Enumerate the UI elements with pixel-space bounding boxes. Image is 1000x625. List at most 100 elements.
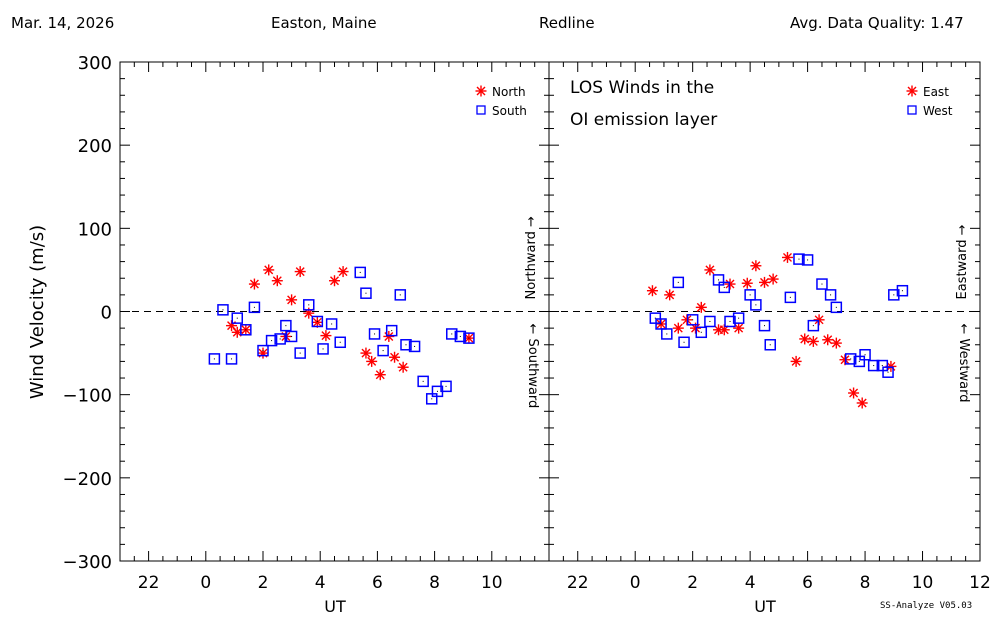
data-point-south bbox=[463, 332, 475, 344]
data-point-west bbox=[793, 253, 805, 265]
data-point-south bbox=[280, 319, 292, 332]
legend-square-icon bbox=[476, 105, 486, 115]
data-point-north bbox=[248, 278, 260, 290]
y-tick-label: 300 bbox=[78, 53, 112, 74]
data-point-south bbox=[400, 339, 412, 351]
data-point-south bbox=[240, 324, 252, 336]
legend-item-east: East bbox=[906, 85, 949, 99]
data-point-north bbox=[303, 307, 315, 319]
data-point-south bbox=[317, 343, 329, 355]
data-point-north bbox=[311, 316, 323, 328]
data-point-north bbox=[294, 266, 306, 278]
software-credit: SS-Analyze V05.03 bbox=[880, 601, 973, 611]
data-point-west bbox=[686, 314, 699, 326]
right-panel-east-west: 22 0 2 4 6 8 10 12 Eastward → ← Westward East West bbox=[548, 61, 991, 593]
data-point-west bbox=[859, 348, 871, 361]
data-point-north bbox=[337, 266, 349, 278]
data-point-east bbox=[856, 397, 868, 409]
x-tick-label: 6 bbox=[802, 573, 813, 593]
x-tick-label: 2 bbox=[258, 573, 269, 593]
legend-item-west: West bbox=[907, 104, 953, 118]
legend-label: West bbox=[923, 104, 953, 118]
site-label: Easton, Maine bbox=[271, 14, 377, 32]
legend-label: North bbox=[492, 85, 526, 99]
data-point-east bbox=[695, 301, 707, 313]
data-point-west bbox=[750, 299, 762, 311]
data-point-south bbox=[360, 287, 372, 299]
data-point-west bbox=[661, 328, 673, 340]
direction-label-negative: ← Southward bbox=[525, 324, 540, 409]
x-tick-label: 8 bbox=[429, 573, 440, 593]
direction-label-positive: Eastward → bbox=[955, 224, 970, 299]
data-point-west bbox=[816, 278, 828, 290]
x-tick-label: 4 bbox=[315, 573, 326, 593]
data-point-west bbox=[888, 289, 900, 301]
emission-line-label: Redline bbox=[539, 14, 595, 32]
data-point-south bbox=[417, 375, 429, 388]
data-point-east bbox=[790, 355, 802, 367]
data-point-east bbox=[741, 277, 753, 289]
data-point-north bbox=[383, 330, 395, 342]
data-point-south bbox=[225, 353, 238, 365]
data-point-south bbox=[311, 315, 324, 328]
data-point-west bbox=[824, 289, 837, 301]
data-point-south bbox=[303, 299, 315, 311]
data-point-east bbox=[781, 251, 793, 263]
data-point-north bbox=[389, 351, 401, 363]
data-point-south bbox=[377, 344, 389, 357]
series-east bbox=[646, 251, 897, 409]
data-point-east bbox=[807, 335, 819, 347]
data-point-west bbox=[896, 284, 909, 297]
data-point-west bbox=[758, 319, 771, 332]
data-point-south bbox=[394, 289, 407, 301]
data-point-east bbox=[646, 285, 658, 297]
data-point-south bbox=[325, 318, 338, 330]
data-point-south bbox=[257, 344, 269, 357]
x-tick-label: 12 bbox=[969, 573, 991, 593]
x-tick-label: 0 bbox=[200, 573, 211, 593]
data-point-east bbox=[704, 264, 716, 276]
series-south bbox=[208, 266, 475, 405]
data-point-north bbox=[366, 355, 378, 367]
data-point-west bbox=[672, 276, 685, 289]
data-point-north bbox=[271, 275, 283, 287]
legend-item-north: North bbox=[475, 85, 526, 99]
data-point-north bbox=[286, 294, 298, 306]
data-point-south bbox=[265, 334, 278, 347]
data-point-west bbox=[724, 315, 736, 328]
legend-label: East bbox=[923, 85, 949, 99]
x-tick-label: 22 bbox=[567, 573, 589, 593]
series-north bbox=[226, 264, 475, 381]
data-point-east bbox=[813, 314, 825, 326]
legend-asterisk-icon bbox=[475, 85, 487, 97]
data-point-east bbox=[750, 260, 762, 272]
data-point-south bbox=[208, 353, 221, 365]
data-point-north bbox=[397, 361, 409, 373]
legend-label: South bbox=[492, 104, 527, 118]
x-tick-label: 2 bbox=[687, 573, 698, 593]
y-tick-label: 100 bbox=[78, 219, 112, 240]
data-point-west bbox=[704, 315, 716, 328]
data-point-south bbox=[274, 333, 286, 345]
data-point-west bbox=[867, 359, 880, 372]
data-point-west bbox=[744, 289, 756, 301]
data-point-west bbox=[807, 319, 820, 332]
y-tick-label: 200 bbox=[78, 136, 112, 157]
data-point-west bbox=[695, 326, 708, 339]
data-point-west bbox=[882, 366, 894, 378]
data-point-east bbox=[822, 334, 834, 346]
data-point-west bbox=[718, 281, 731, 294]
x-tick-label: 4 bbox=[745, 573, 756, 593]
data-point-north bbox=[329, 275, 340, 287]
data-point-north bbox=[257, 347, 269, 359]
y-tick-label: −300 bbox=[63, 552, 112, 573]
data-point-west bbox=[801, 254, 814, 266]
x-tick-label: 10 bbox=[912, 573, 934, 593]
x-tick-label: 0 bbox=[630, 573, 641, 593]
data-point-east bbox=[672, 322, 684, 334]
data-point-west bbox=[764, 339, 776, 351]
data-point-south bbox=[446, 328, 458, 340]
direction-label-negative: ← Westward bbox=[956, 324, 971, 403]
x-axis-label-right: UT bbox=[754, 597, 776, 616]
legend-square-icon bbox=[907, 105, 917, 115]
